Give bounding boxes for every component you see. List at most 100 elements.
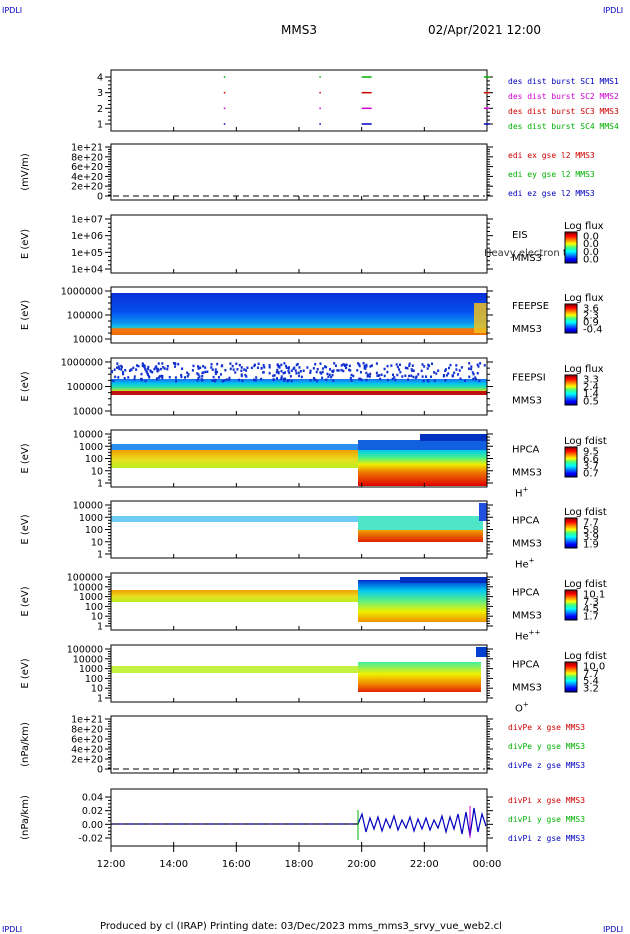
- instrument-label: HPCA: [512, 660, 540, 671]
- noise-dot: [143, 364, 146, 368]
- noise-dot: [275, 370, 278, 374]
- noise-dot: [328, 373, 331, 377]
- noise-dot: [292, 367, 295, 371]
- noise-dot: [116, 362, 119, 365]
- noise-dot: [240, 369, 243, 373]
- noise-dot: [425, 375, 428, 378]
- ytick-label: 6e+20: [71, 735, 103, 746]
- noise-dot: [300, 375, 303, 379]
- noise-dot: [246, 366, 249, 370]
- noise-dot: [295, 372, 298, 375]
- noise-dot: [407, 378, 410, 381]
- noise-dot: [449, 363, 452, 367]
- noise-dot: [410, 374, 413, 377]
- noise-dot: [197, 376, 200, 380]
- hpca-hepp-hot: [358, 580, 487, 622]
- noise-dot: [474, 376, 477, 379]
- noise-dot: [352, 374, 355, 378]
- noise-dot: [349, 376, 352, 380]
- burst-mark: [319, 107, 321, 110]
- hpca-o-hot: [358, 662, 481, 692]
- noise-dot: [375, 362, 378, 365]
- instrument-label: EIS: [512, 230, 528, 241]
- colorbar-tick: 3.7: [583, 461, 599, 472]
- noise-dot: [315, 370, 318, 374]
- noise-dot: [268, 364, 271, 367]
- noise-dot: [411, 364, 414, 367]
- noise-dot: [183, 376, 186, 379]
- noise-dot: [236, 368, 239, 371]
- noise-dot: [358, 364, 361, 368]
- colorbar-tick: 2.4: [583, 382, 599, 393]
- ytick-label: 4: [97, 73, 103, 84]
- noise-dot: [149, 370, 152, 373]
- noise-dot: [331, 370, 334, 373]
- noise-dot: [309, 371, 312, 374]
- ylabel: (nPa/km): [20, 722, 31, 767]
- divpi-active-trace: [357, 807, 487, 837]
- noise-dot: [359, 377, 362, 381]
- instrument-label: FEEPSI: [512, 373, 546, 384]
- noise-dot: [289, 375, 292, 378]
- legend-entry: divPe y gse MMS3: [508, 742, 585, 751]
- noise-dot: [398, 363, 401, 367]
- noise-dot: [420, 369, 423, 373]
- noise-dot: [256, 366, 259, 369]
- noise-dot: [386, 370, 389, 374]
- noise-dot: [345, 366, 348, 370]
- noise-dot: [360, 378, 363, 382]
- noise-dot: [240, 366, 243, 369]
- noise-dot: [278, 365, 281, 368]
- noise-dot: [345, 363, 348, 367]
- corner-label-bottom-right: IPDLI: [603, 925, 623, 934]
- noise-dot: [276, 377, 279, 380]
- noise-dot: [211, 368, 214, 371]
- species-charge: +: [523, 486, 529, 494]
- noise-dot: [197, 373, 200, 376]
- legend-entry: des dist burst SC2 MMS2: [508, 92, 619, 101]
- noise-dot: [187, 373, 190, 376]
- noise-dot: [217, 376, 220, 379]
- noise-dot: [135, 364, 138, 367]
- noise-dot: [470, 367, 473, 371]
- ytick-label: 100: [85, 602, 103, 613]
- noise-dot: [224, 368, 227, 372]
- noise-dot: [412, 369, 415, 372]
- ylabel: E (eV): [20, 300, 31, 330]
- burst-mark: [223, 76, 226, 78]
- noise-dot: [476, 363, 479, 366]
- noise-dot: [144, 368, 147, 371]
- noise-dot: [365, 371, 368, 375]
- burst-mark: [223, 91, 226, 94]
- ytick-label: 1000000: [61, 358, 103, 369]
- ylabel: E (eV): [20, 229, 31, 259]
- noise-dot: [330, 375, 333, 379]
- ytick-label: 100000: [67, 382, 103, 393]
- ytick-label: 1: [97, 694, 103, 705]
- noise-dot: [298, 366, 301, 369]
- noise-dot: [472, 377, 475, 381]
- noise-dot: [228, 376, 231, 380]
- noise-dot: [399, 370, 402, 374]
- noise-dot: [411, 369, 414, 373]
- noise-dot: [286, 379, 289, 383]
- colorbar: [564, 446, 578, 478]
- noise-dot: [137, 364, 140, 368]
- colorbar-tick: 3.9: [583, 532, 599, 543]
- colorbar-tick: 2.3: [583, 311, 599, 322]
- noise-dot: [245, 369, 248, 372]
- noise-dot: [197, 365, 200, 368]
- species-charge: +: [529, 557, 535, 565]
- noise-dot: [282, 371, 285, 375]
- colorbar-tick: 1.9: [583, 540, 599, 551]
- colorbar-tick: 0.0: [583, 247, 599, 258]
- noise-dot: [306, 366, 309, 369]
- noise-dot: [423, 365, 426, 368]
- noise-dot: [334, 364, 337, 368]
- noise-dot: [214, 370, 217, 374]
- burst-mark: [483, 123, 490, 125]
- ytick-label: 100000: [67, 311, 103, 322]
- noise-dot: [120, 368, 123, 371]
- noise-dot: [133, 377, 136, 381]
